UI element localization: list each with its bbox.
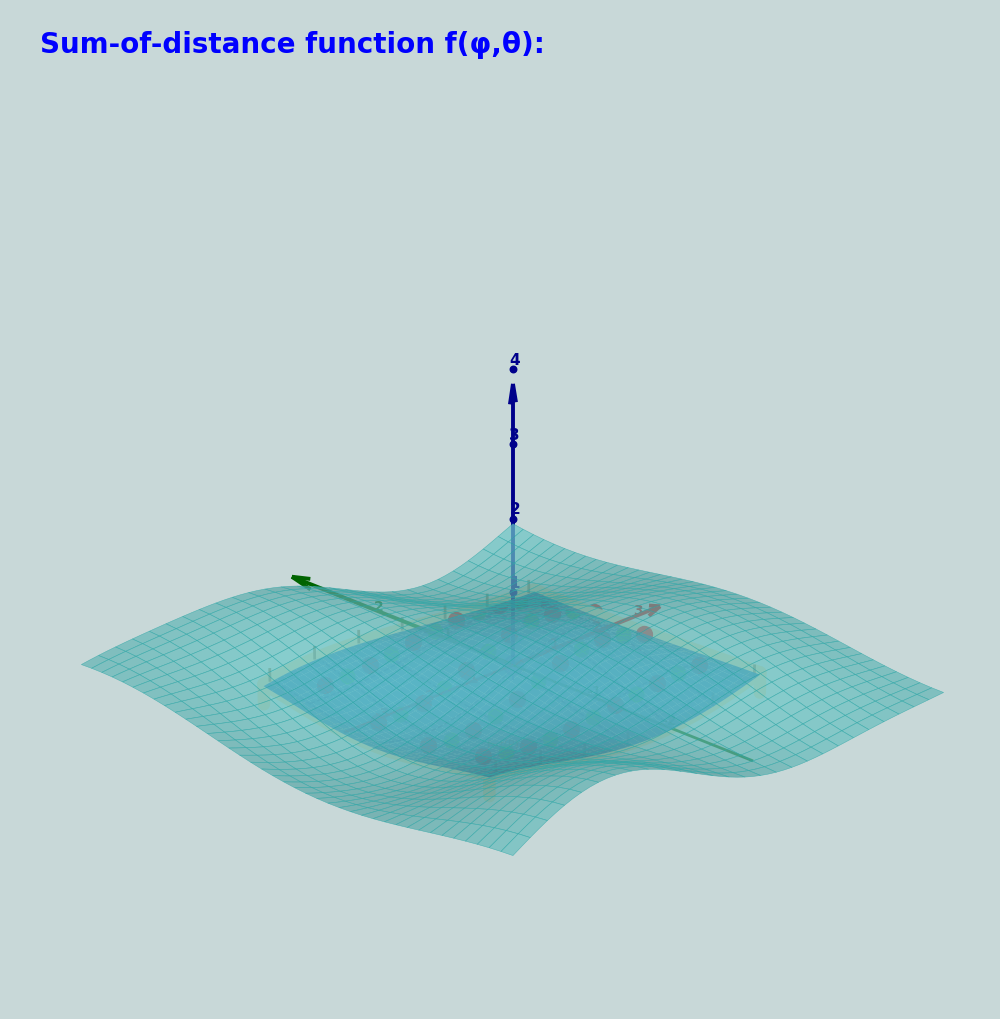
Text: Sum-of-distance function f(φ,θ):: Sum-of-distance function f(φ,θ): (40, 31, 545, 58)
